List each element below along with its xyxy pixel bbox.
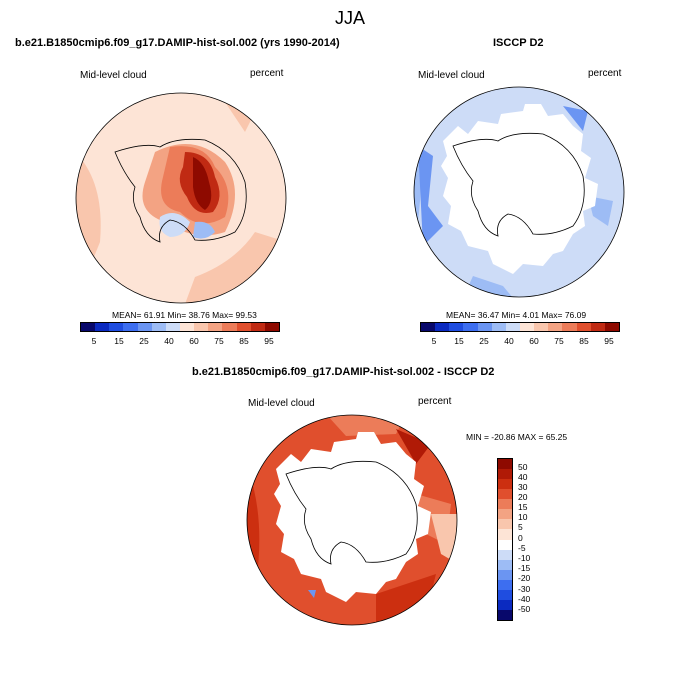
panel-2-colorbar-tick: 95 [604,336,614,346]
panel-1-polar-map [75,92,287,304]
diff-colorbar-label: -10 [518,553,531,563]
panel-2-polar-map [413,86,625,298]
panel-1-stats: MEAN= 61.91 Min= 38.76 Max= 99.53 [112,310,257,320]
panel-2-stats: MEAN= 36.47 Min= 4.01 Max= 76.09 [446,310,587,320]
panel-2-colorbar [420,322,620,332]
panel-1-colorbar-tick: 15 [114,336,124,346]
panel-1-colorbar-tick: 95 [264,336,274,346]
panel-2-colorbar-tick: 5 [431,336,437,346]
diff-colorbar-label: -30 [518,584,531,594]
diff-colorbar [497,458,513,621]
panel-1-units-label: percent [250,68,284,79]
panel-1-colorbar [80,322,280,332]
panel-2-colorbar-tick: 60 [529,336,539,346]
panel-2-variable-label: Mid-level cloud [418,70,485,81]
panel-1-colorbar-tick: 25 [139,336,149,346]
panel-1-colorbar-tick: 60 [189,336,199,346]
panel-1-variable-label: Mid-level cloud [80,70,147,81]
diff-minmax: MIN = -20.86 MAX = 65.25 [466,432,568,442]
diff-colorbar-label: 15 [518,502,528,512]
panel-1-colorbar-tick: 85 [239,336,249,346]
diff-colorbar-label: 50 [518,462,528,472]
panel-1-colorbar-tick: 5 [91,336,97,346]
diff-colorbar-label: 30 [518,482,528,492]
diff-colorbar-label: -50 [518,604,531,614]
diff-colorbar-label: 20 [518,492,528,502]
panel-1-colorbar-tick: 75 [214,336,224,346]
diff-units-label: percent [418,396,452,407]
diff-panel-title: b.e21.B1850cmip6.f09_g17.DAMIP-hist-sol.… [192,366,495,378]
diff-colorbar-label: 40 [518,472,528,482]
diff-colorbar-label: -20 [518,573,531,583]
diff-polar-map [246,414,458,626]
diff-colorbar-label: 10 [518,512,528,522]
panel-2-colorbar-tick: 85 [579,336,589,346]
diff-colorbar-label: -15 [518,563,531,573]
diff-colorbar-label: -5 [518,543,526,553]
panel-2-colorbar-tick: 40 [504,336,514,346]
panel-2-title: ISCCP D2 [493,37,544,49]
panel-1-title: b.e21.B1850cmip6.f09_g17.DAMIP-hist-sol.… [15,37,340,49]
diff-variable-label: Mid-level cloud [248,398,315,409]
panel-2-units-label: percent [588,68,622,79]
panel-2-colorbar-tick: 75 [554,336,564,346]
diff-colorbar-label: 5 [518,522,523,532]
page-title: JJA [334,8,365,28]
diff-colorbar-label: 0 [518,533,523,543]
panel-2-colorbar-tick: 25 [479,336,489,346]
diff-colorbar-label: -40 [518,594,531,604]
panel-1-colorbar-tick: 40 [164,336,174,346]
panel-2-colorbar-tick: 15 [454,336,464,346]
